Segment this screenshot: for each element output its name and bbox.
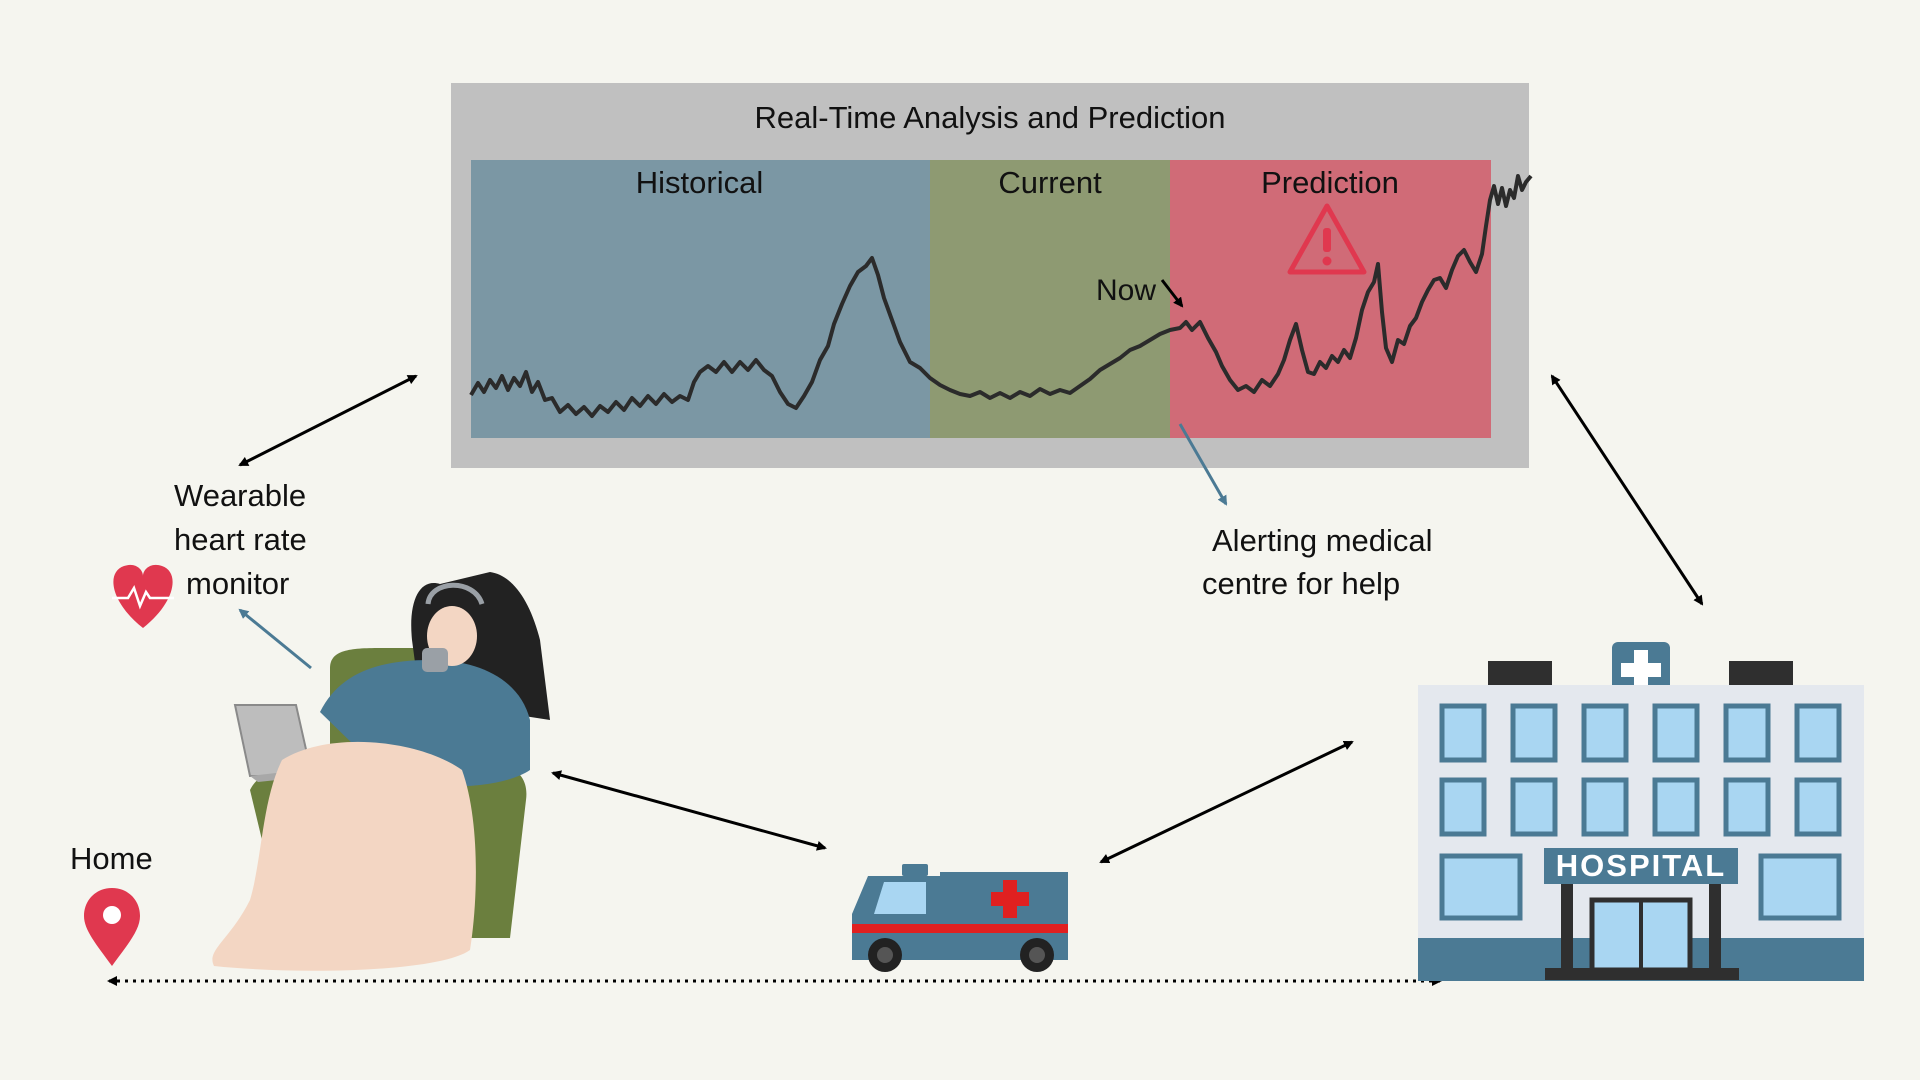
hospital-sign-label: HOSPITAL: [1555, 848, 1727, 883]
armchair-arm: [470, 760, 527, 938]
prediction-label: Prediction: [1261, 165, 1399, 200]
hospital-sign-board: [1544, 848, 1738, 884]
warning-icon: [1287, 203, 1367, 275]
current-label: Current: [998, 165, 1102, 200]
hospital-icon: [1418, 642, 1864, 981]
monitor-arrow: [238, 608, 312, 670]
historical-label: Historical: [635, 165, 764, 200]
wearable-monitor-label: Wearable heart rate monitor: [174, 474, 354, 606]
home-label: Home: [70, 841, 153, 876]
ambulance-icon: [852, 864, 1068, 972]
ambulance-hospital-arrow: [1099, 740, 1354, 864]
alert-label: Alerting medical centre for help: [1202, 519, 1482, 605]
patient-ambulance-arrow: [551, 770, 827, 851]
panel-hospital-arrow: [1550, 374, 1704, 606]
panel-title: Real-Time Analysis and Prediction: [754, 100, 1226, 135]
hospital-windows: [1439, 703, 1842, 921]
prediction-segment: [1170, 160, 1491, 438]
heart-pulse-icon: [112, 564, 174, 628]
wearable-line-3: monitor: [186, 566, 290, 601]
wearable-line-1: Wearable: [174, 478, 307, 513]
alert-arrow: [1178, 423, 1228, 506]
wearable-panel-arrow: [238, 374, 418, 467]
now-arrow: [1160, 279, 1184, 308]
historical-segment: [471, 160, 930, 438]
now-label: Now: [1096, 274, 1157, 307]
wearable-line-2: heart rate: [174, 522, 307, 557]
alert-line-2: centre for help: [1202, 566, 1401, 601]
patient-illustration: [212, 572, 550, 971]
analysis-panel: [451, 83, 1533, 468]
alert-line-1: Alerting medical: [1212, 523, 1433, 558]
headphones: [425, 582, 485, 606]
blanket: [212, 741, 476, 971]
heart-rate-trace: [469, 174, 1533, 418]
mug: [422, 648, 448, 672]
map-pin-icon: [84, 888, 140, 966]
current-segment: [930, 160, 1170, 438]
